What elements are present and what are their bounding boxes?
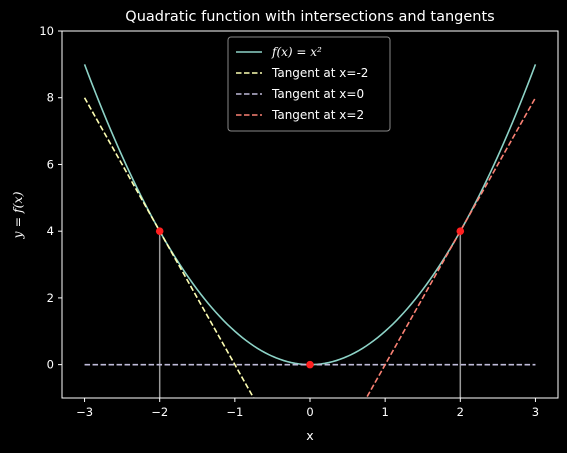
x-tick-label-3: 0	[306, 405, 313, 419]
x-axis-label: x	[306, 428, 313, 443]
chart-title: Quadratic function with intersections an…	[125, 9, 494, 25]
legend-label-2: Tangent at x=0	[271, 87, 364, 101]
axis-ticks: −3 −2 −1 0 1 2 3 0 2 4 6 8 10	[39, 24, 539, 419]
legend: f(x) = x² Tangent at x=-2 Tangent at x=0 Ta…	[227, 36, 391, 132]
legend-label-0: f(x) = x²	[271, 45, 322, 59]
y-tick-label-2: 4	[47, 224, 54, 238]
x-tick-label-0: −3	[76, 405, 93, 419]
legend-label-1: Tangent at x=-2	[271, 66, 368, 80]
x-tick-label-5: 2	[457, 405, 464, 419]
intersection-point-1	[306, 360, 314, 369]
legend-label-3: Tangent at x=2	[271, 108, 364, 122]
plot-area	[83, 64, 537, 398]
intersection-point-2	[456, 227, 465, 235]
y-axis-label: y = f(x)	[10, 191, 25, 239]
x-tick-label-4: 1	[381, 405, 388, 419]
x-tick-label-2: −1	[226, 405, 243, 419]
x-tick-label-6: 3	[532, 405, 539, 419]
y-tick-label-3: 6	[47, 157, 54, 171]
y-tick-label-4: 8	[47, 91, 54, 105]
x-tick-label-1: −2	[151, 405, 168, 419]
y-tick-label-5: 10	[39, 24, 54, 38]
y-tick-label-0: 0	[47, 358, 54, 372]
intersection-point-0	[155, 227, 164, 235]
legend-box	[227, 36, 391, 132]
y-tick-label-1: 2	[47, 291, 54, 305]
legend-entries: f(x) = x² Tangent at x=-2 Tangent at x=0 Ta…	[236, 45, 368, 122]
